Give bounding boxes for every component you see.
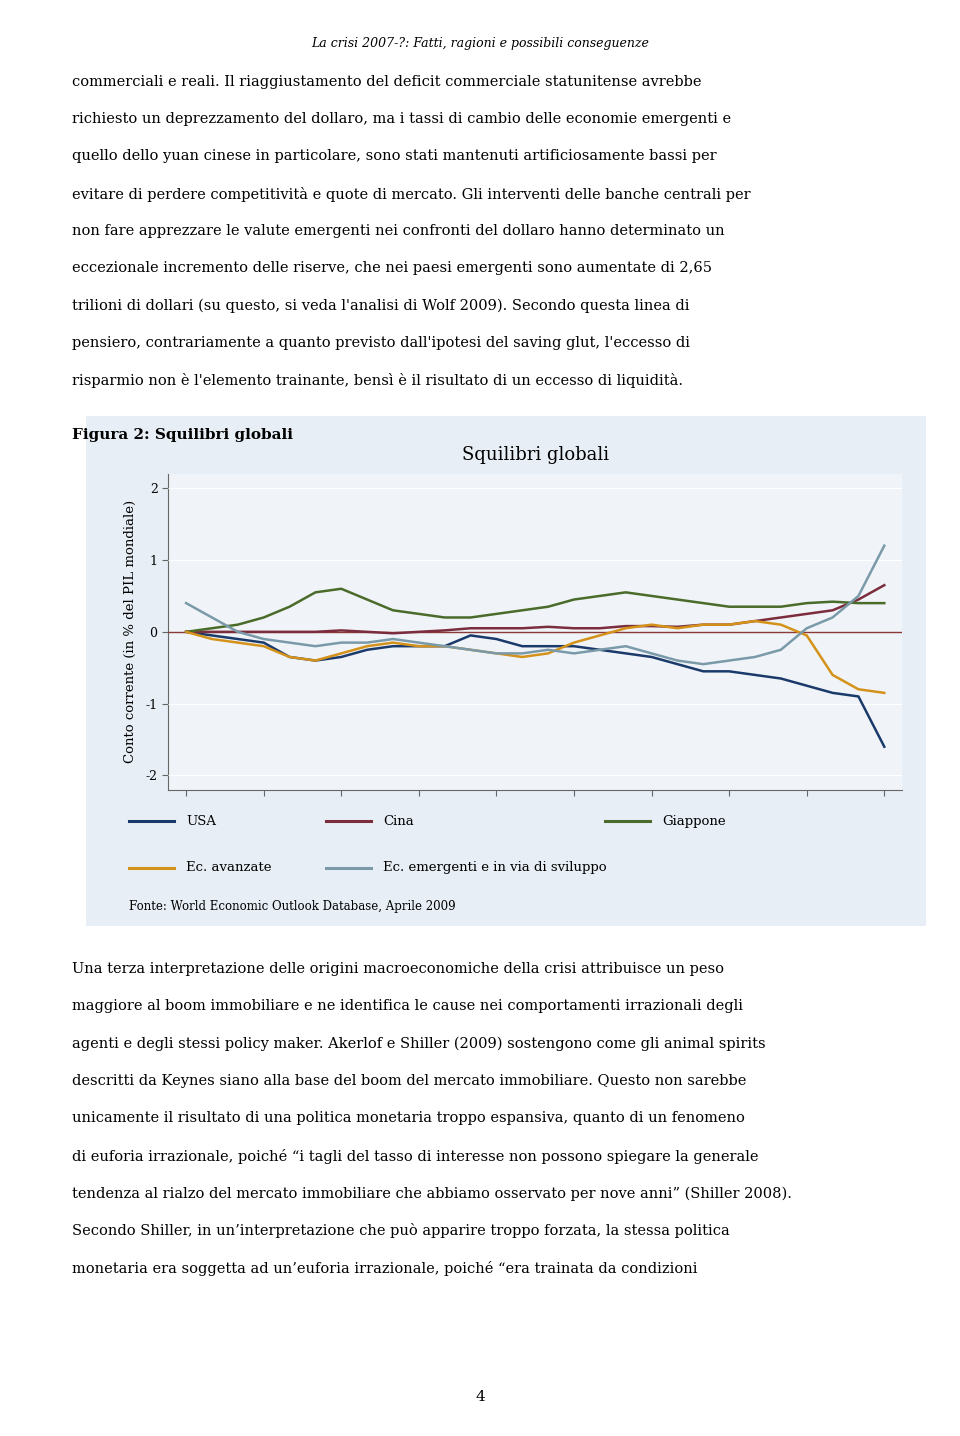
Text: Una terza interpretazione delle origini macroeconomiche della crisi attribuisce : Una terza interpretazione delle origini … xyxy=(72,962,724,976)
Text: di euforia irrazionale, poiché “i tagli del tasso di interesse non possono spieg: di euforia irrazionale, poiché “i tagli … xyxy=(72,1149,758,1163)
Text: Figura 2: Squilibri globali: Figura 2: Squilibri globali xyxy=(72,428,293,442)
Text: USA: USA xyxy=(186,814,216,829)
Text: quello dello yuan cinese in particolare, sono stati mantenuti artificiosamente b: quello dello yuan cinese in particolare,… xyxy=(72,149,716,164)
Text: monetaria era soggetta ad un’euforia irrazionale, poiché “era trainata da condiz: monetaria era soggetta ad un’euforia irr… xyxy=(72,1261,698,1275)
Text: non fare apprezzare le valute emergenti nei confronti del dollaro hanno determin: non fare apprezzare le valute emergenti … xyxy=(72,224,725,238)
Y-axis label: Conto corrente (in % del PIL mondiale): Conto corrente (in % del PIL mondiale) xyxy=(124,500,137,764)
Text: tendenza al rialzo del mercato immobiliare che abbiamo osservato per nove anni” : tendenza al rialzo del mercato immobilia… xyxy=(72,1186,792,1200)
Text: eccezionale incremento delle riserve, che nei paesi emergenti sono aumentate di : eccezionale incremento delle riserve, ch… xyxy=(72,261,712,276)
Text: Ec. avanzate: Ec. avanzate xyxy=(186,862,272,875)
Text: 4: 4 xyxy=(475,1390,485,1404)
Title: Squilibri globali: Squilibri globali xyxy=(462,447,609,464)
Text: Fonte: World Economic Outlook Database, Aprile 2009: Fonte: World Economic Outlook Database, … xyxy=(129,900,455,913)
Text: pensiero, contrariamente a quanto previsto dall'ipotesi del saving glut, l'ecces: pensiero, contrariamente a quanto previs… xyxy=(72,336,690,350)
Text: richiesto un deprezzamento del dollaro, ma i tassi di cambio delle economie emer: richiesto un deprezzamento del dollaro, … xyxy=(72,112,732,126)
Text: risparmio non è l'elemento trainante, bensì è il risultato di un eccesso di liqu: risparmio non è l'elemento trainante, be… xyxy=(72,373,683,388)
Text: commerciali e reali. Il riaggiustamento del deficit commerciale statunitense avr: commerciali e reali. Il riaggiustamento … xyxy=(72,75,702,89)
Text: Cina: Cina xyxy=(383,814,414,829)
Text: agenti e degli stessi policy maker. Akerlof e Shiller (2009) sostengono come gli: agenti e degli stessi policy maker. Aker… xyxy=(72,1037,766,1051)
Text: Giappone: Giappone xyxy=(662,814,726,829)
Text: unicamente il risultato di una politica monetaria troppo espansiva, quanto di un: unicamente il risultato di una politica … xyxy=(72,1111,745,1126)
Text: Ec. emergenti e in via di sviluppo: Ec. emergenti e in via di sviluppo xyxy=(383,862,607,875)
Text: evitare di perdere competitività e quote di mercato. Gli interventi delle banche: evitare di perdere competitività e quote… xyxy=(72,187,751,201)
Text: La crisi 2007-?: Fatti, ragioni e possibili conseguenze: La crisi 2007-?: Fatti, ragioni e possib… xyxy=(311,37,649,50)
Text: maggiore al boom immobiliare e ne identifica le cause nei comportamenti irrazion: maggiore al boom immobiliare e ne identi… xyxy=(72,999,743,1014)
Text: Secondo Shiller, in un’interpretazione che può apparire troppo forzata, la stess: Secondo Shiller, in un’interpretazione c… xyxy=(72,1223,730,1238)
Text: trilioni di dollari (su questo, si veda l'analisi di Wolf 2009). Secondo questa : trilioni di dollari (su questo, si veda … xyxy=(72,299,689,313)
Text: descritti da Keynes siano alla base del boom del mercato immobiliare. Questo non: descritti da Keynes siano alla base del … xyxy=(72,1074,746,1088)
